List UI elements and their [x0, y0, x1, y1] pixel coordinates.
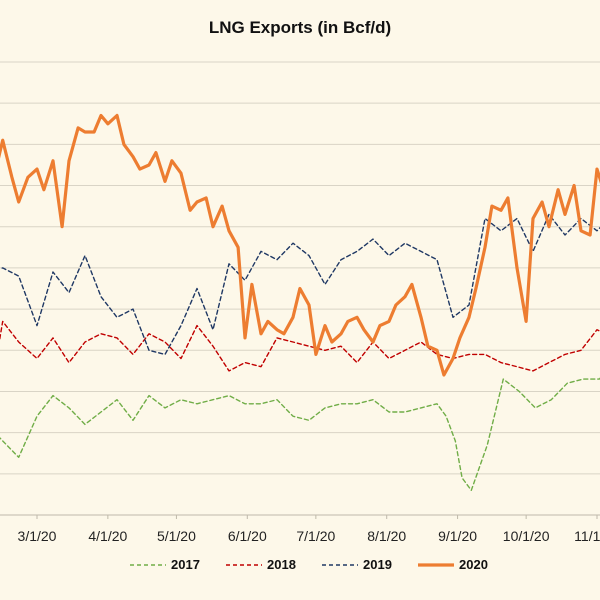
- x-tick-label: 5/1/20: [157, 528, 196, 544]
- x-tick-label: 7/1/20: [296, 528, 335, 544]
- legend: 2017 2018 2019 2020: [130, 557, 488, 572]
- x-tick-label: 10/1/20: [503, 528, 550, 544]
- x-tick-label: 8/1/20: [367, 528, 406, 544]
- legend-label-2017: 2017: [171, 557, 200, 572]
- legend-label-2019: 2019: [363, 557, 392, 572]
- x-tick-label: 3/1/20: [18, 528, 57, 544]
- x-tick-label: 6/1/20: [228, 528, 267, 544]
- chart-canvas: 3/1/20 4/1/20 5/1/20 6/1/20 7/1/20 8/1/20 9/1/…: [0, 0, 600, 600]
- x-axis-ticks: 3/1/20 4/1/20 5/1/20 6/1/20 7/1/20 8/1/20 9/1/…: [18, 515, 600, 544]
- legend-label-2020: 2020: [459, 557, 488, 572]
- chart-area: LNG Exports (in Bcf/d) 3/1/20 4/1/20 5/1/2…: [0, 0, 600, 600]
- series-line-2018: [0, 301, 600, 416]
- x-tick-label: 11/1/20: [574, 528, 600, 544]
- legend-label-2018: 2018: [267, 557, 296, 572]
- series-lines: [0, 116, 600, 491]
- series-line-2020: [0, 116, 600, 376]
- series-line-2017: [0, 350, 600, 490]
- x-tick-label: 9/1/20: [438, 528, 477, 544]
- x-tick-label: 4/1/20: [88, 528, 127, 544]
